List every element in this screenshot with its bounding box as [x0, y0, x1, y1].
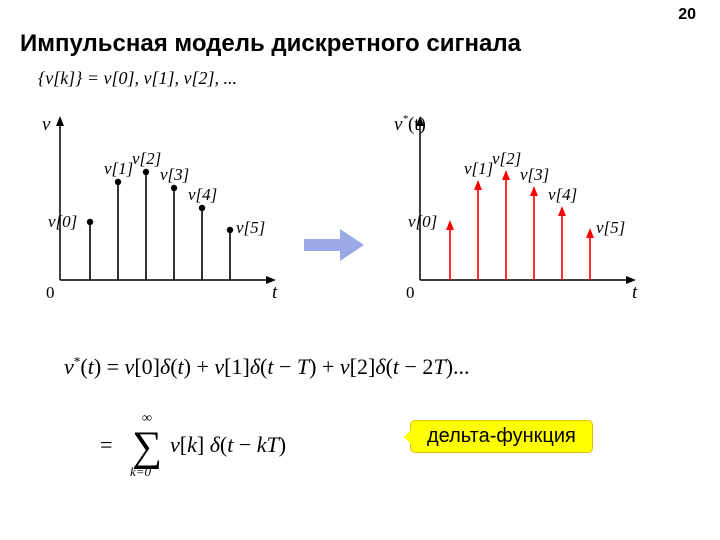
svg-text:t: t — [632, 282, 638, 303]
svg-text:v[4]: v[4] — [548, 185, 577, 204]
equation-summation: = ∑ ∞ k=0 v[k] δ(t − kT) — [100, 410, 400, 480]
stem-chart-left: v t 0 v[0] v[1]v[2]v[3]v[4] v[5] — [30, 110, 310, 320]
sigma-body: v[k] δ(t − kT) — [170, 432, 286, 457]
svg-text:t: t — [272, 282, 278, 303]
svg-text:v[3]: v[3] — [520, 165, 549, 184]
svg-text:v: v — [42, 114, 51, 135]
svg-text:v[1]: v[1] — [104, 159, 133, 178]
svg-text:v[2]: v[2] — [492, 149, 521, 168]
impulse-chart-right: t 0 v[0] v[1]v[2]v[3]v[4] v[5] v*(t) — [390, 110, 670, 320]
svg-text:v[4]: v[4] — [188, 185, 217, 204]
svg-text:v[0]: v[0] — [408, 212, 437, 231]
svg-text:0: 0 — [46, 283, 55, 302]
delta-function-callout: дельта-функция — [410, 420, 593, 453]
page-number: 20 — [678, 6, 696, 24]
svg-text:0: 0 — [406, 283, 415, 302]
svg-text:v[5]: v[5] — [236, 218, 265, 237]
transform-arrow-icon — [300, 225, 370, 265]
svg-text:v[3]: v[3] — [160, 165, 189, 184]
equation-expanded: v*(t) = v[0]δ(t) + v[1]δ(t − T) + v[2]δ(… — [64, 354, 470, 380]
svg-text:v[2]: v[2] — [132, 149, 161, 168]
eq-equals: = — [100, 432, 112, 457]
sigma-lower: k=0 — [130, 464, 152, 479]
svg-text:v[1]: v[1] — [464, 159, 493, 178]
page-title: Импульсная модель дискретного сигнала — [20, 30, 521, 58]
svg-text:v[0]: v[0] — [48, 212, 77, 231]
svg-text:v[5]: v[5] — [596, 218, 625, 237]
sequence-definition: {v[k]} = v[0], v[1], v[2], ... — [38, 68, 237, 89]
sigma-upper: ∞ — [142, 411, 152, 426]
charts-region: vt0v[0]v[1]v[2]v[3]v[4]v[5] t0v[0]v[1]v[… — [0, 100, 720, 340]
callout-text: дельта-функция — [427, 425, 576, 447]
svg-text:v*(t): v*(t) — [394, 113, 426, 135]
